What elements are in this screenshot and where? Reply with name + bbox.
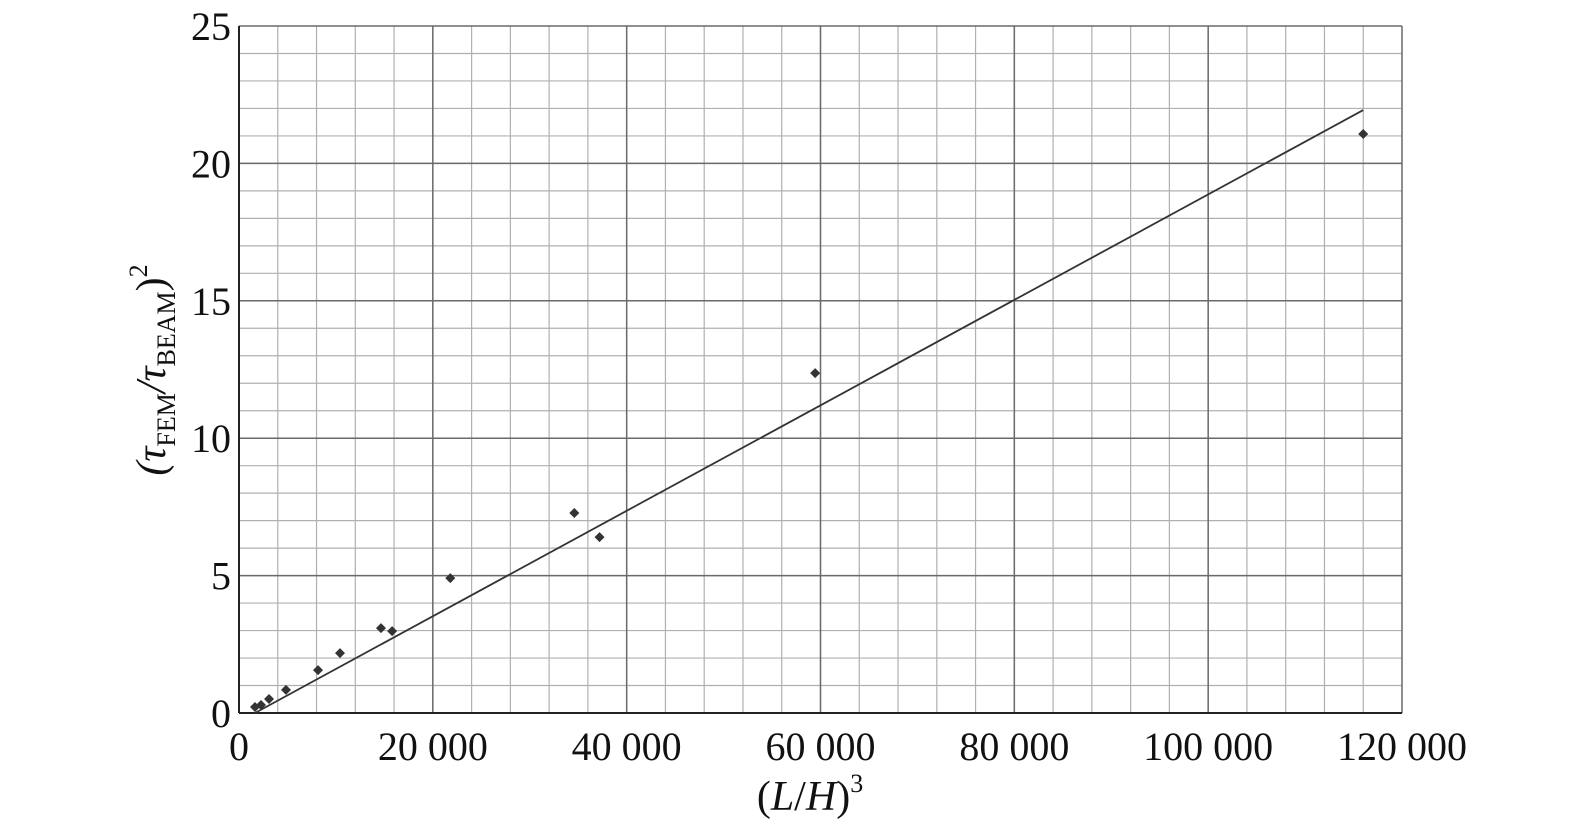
x-tick-label: 80 000	[959, 724, 1069, 769]
data-point	[264, 693, 275, 704]
y-tick-label: 10	[191, 416, 231, 461]
data-point	[281, 684, 292, 695]
trend-line	[254, 109, 1364, 714]
y-tick-label: 20	[191, 141, 231, 186]
x-tick-label: 120 000	[1337, 724, 1467, 769]
data-point	[445, 573, 456, 584]
label-part: )	[836, 774, 850, 820]
x-tick-label: 100 000	[1143, 724, 1273, 769]
data-point	[810, 368, 821, 379]
y-axis-label: (τFEM/τBEAM)2	[124, 264, 181, 475]
label-part: 2	[124, 264, 153, 277]
label-part: (τ	[129, 445, 175, 476]
label-part: )	[129, 277, 175, 291]
label-part: 3	[850, 769, 863, 798]
x-tick-label: 40 000	[572, 724, 682, 769]
data-point	[387, 626, 398, 637]
label-part: L	[770, 774, 794, 820]
y-tick-label: 0	[211, 691, 231, 736]
x-tick-label: 20 000	[378, 724, 488, 769]
x-tick-label: 0	[229, 724, 249, 769]
data-point	[594, 532, 605, 543]
y-tick-label: 15	[191, 279, 231, 324]
y-tick-label: 5	[211, 554, 231, 599]
label-part: FEM	[152, 393, 181, 446]
data-point	[312, 665, 323, 676]
data-point	[375, 623, 386, 634]
data-point	[569, 507, 580, 518]
x-tick-label: 60 000	[766, 724, 876, 769]
label-part: BEAM	[152, 291, 181, 366]
data-point	[1358, 128, 1369, 139]
label-part: /τ	[129, 364, 175, 395]
y-tick-label: 25	[191, 4, 231, 49]
label-part: H	[805, 774, 839, 820]
label-part: (	[757, 774, 771, 820]
x-axis-label: (L/H)3	[757, 769, 863, 820]
data-point	[334, 648, 345, 659]
label-part: /	[794, 774, 806, 820]
